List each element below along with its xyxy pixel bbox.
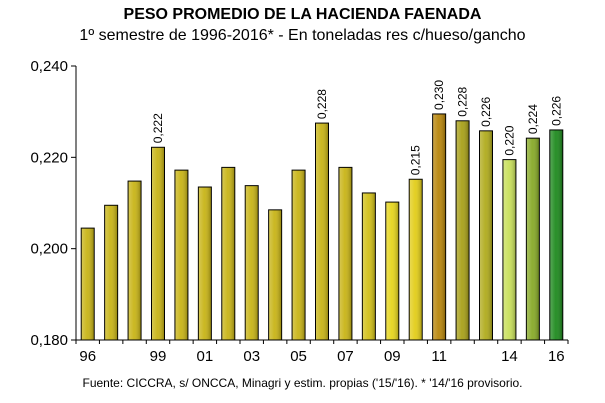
bar-shade-15 [526,138,539,340]
x-tick-label-03: 03 [243,348,260,365]
data-label-99: 0,222 [151,113,165,143]
data-label-11: 0,230 [432,80,446,110]
y-tick-label: 0,240 [30,58,68,75]
bar-shade-06 [316,123,328,340]
x-tick-label-14: 14 [501,348,518,365]
bar-shade-13 [480,131,492,340]
y-tick-label: 0,200 [30,241,68,258]
bar-shade-00 [175,170,188,340]
y-tick-label: 0,220 [30,149,68,166]
x-tick-label-09: 09 [384,348,401,365]
bar-shade-14 [503,160,516,340]
bar-shade-09 [386,202,399,340]
bar-shade-07 [339,167,352,340]
data-label-16: 0,226 [549,96,563,126]
data-label-15: 0,224 [526,104,540,134]
x-tick-label-11: 11 [431,348,447,365]
bar-shade-08 [362,193,375,340]
bar-shade-05 [292,170,305,340]
bar-shade-02 [222,167,235,340]
bar-shade-04 [269,210,282,340]
x-tick-label-07: 07 [337,348,354,365]
y-tick-label: 0,180 [30,332,68,349]
bar-shade-03 [245,186,258,340]
bar-shade-99 [152,147,164,340]
chart-source-note: Fuente: CICCRA, s/ ONCCA, Minagri y esti… [82,376,523,390]
bar-shade-12 [456,121,469,340]
data-label-13: 0,226 [479,96,493,126]
chart-subtitle: 1º semestre de 1996-2016* - En toneladas… [79,27,526,44]
data-label-10: 0,215 [409,145,423,175]
x-tick-label-01: 01 [197,348,214,365]
bar-shade-01 [198,187,211,340]
data-label-12: 0,228 [456,86,470,116]
bar-shade-16 [550,130,563,340]
data-label-14: 0,220 [502,125,516,155]
bar-shade-96 [81,228,94,340]
x-tick-label-99: 99 [150,348,167,365]
x-tick-label-05: 05 [290,348,307,365]
bar-shade-10 [409,179,422,340]
data-label-06: 0,228 [315,89,329,119]
bar-shade-97 [105,205,118,340]
bar-shade-98 [128,181,141,340]
x-tick-label-16: 16 [548,348,565,365]
bar-shade-11 [433,114,446,340]
x-tick-label-96: 96 [79,348,96,365]
chart-title: PESO PROMEDIO DE LA HACIENDA FAENADA [123,6,482,23]
